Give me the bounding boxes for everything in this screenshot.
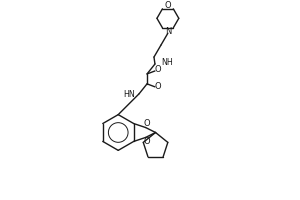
Text: NH: NH [161,58,173,67]
Text: O: O [143,137,150,146]
Text: N: N [165,27,171,36]
Text: HN: HN [123,90,135,99]
Text: O: O [154,82,161,91]
Text: O: O [154,65,161,74]
Text: O: O [143,119,150,128]
Text: O: O [165,1,171,10]
